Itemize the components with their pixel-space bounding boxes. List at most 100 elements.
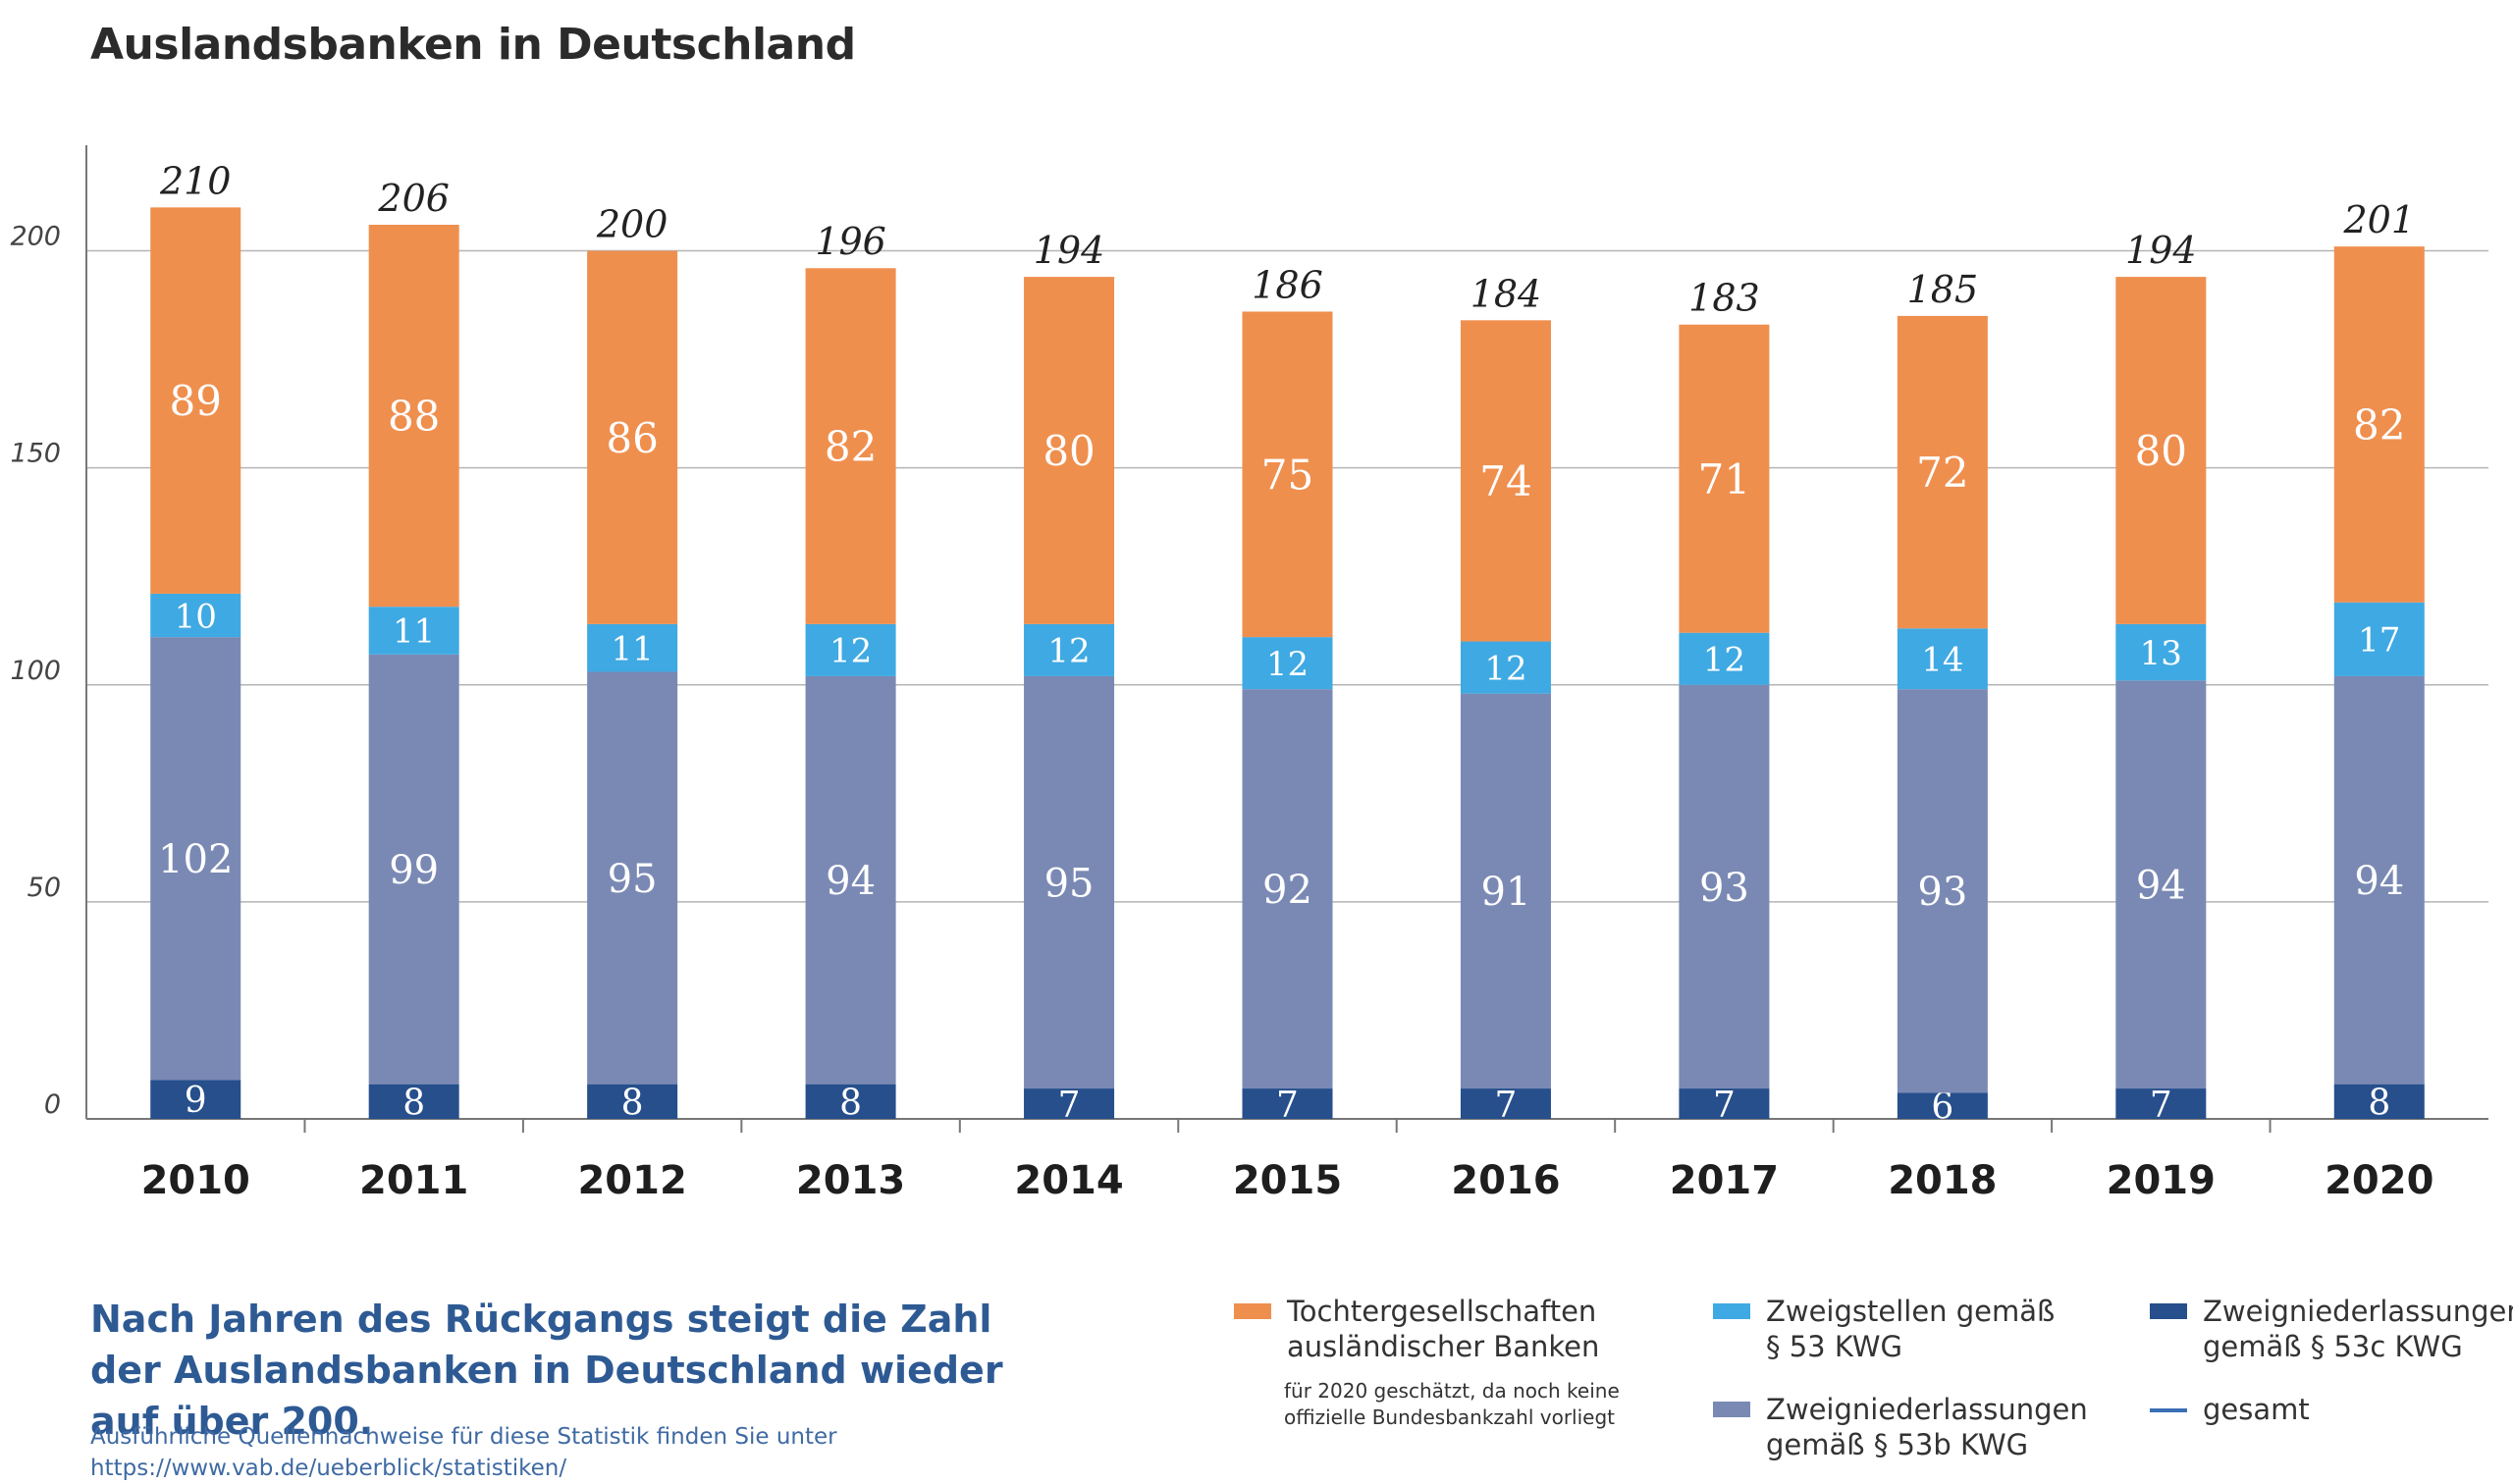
legend-item-zweignl53b: Zweigniederlassungen gemäß § 53b KWG [1713, 1392, 2088, 1462]
data-label-zweigstellen53: 12 [829, 632, 872, 671]
bar-segment-zweigstellen53 [368, 607, 459, 655]
data-label-zweignl53c: 8 [621, 1083, 644, 1123]
y-tick-label: 200 [10, 222, 61, 252]
legend-item-gesamt: gesamt [2150, 1392, 2310, 1427]
legend-swatch-zweigstellen53 [1713, 1303, 1750, 1319]
bar-segment-tochter [2333, 246, 2425, 603]
bar-segment-zweignl53b [2333, 675, 2425, 1085]
bar-segment-zweignl53c [150, 1080, 241, 1119]
bar-segment-zweignl53c [1897, 1092, 1988, 1119]
legend-label-zweignl53c: Zweigniederlassungen gemäß § 53c KWG [2203, 1295, 2513, 1363]
bar-segment-zweigstellen53 [2115, 623, 2207, 681]
total-label: 201 [2343, 198, 2416, 241]
data-label-zweigstellen53: 13 [2140, 634, 2182, 673]
bar-segment-tochter [150, 207, 241, 594]
bar-segment-zweigstellen53 [1460, 641, 1551, 694]
bar-segment-zweignl53b [1679, 684, 1770, 1089]
legend-swatch-gesamt [2150, 1408, 2187, 1412]
data-label-zweigstellen53: 12 [1266, 645, 1309, 684]
bar-segment-tochter [2115, 277, 2207, 624]
x-tick-label: 2017 [1670, 1158, 1779, 1203]
data-label-zweignl53b: 102 [158, 837, 233, 882]
data-label-zweignl53c: 7 [1276, 1085, 1299, 1125]
bar-segment-zweigstellen53 [1024, 623, 1115, 676]
bar-segment-zweignl53b [368, 654, 459, 1085]
total-label: 194 [1034, 229, 1105, 272]
legend-label-zweignl53b: Zweigniederlassungen gemäß § 53b KWG [1766, 1393, 2088, 1461]
x-tick-label: 2019 [2107, 1158, 2216, 1203]
x-tick-label: 2015 [1233, 1158, 1342, 1203]
bar-segment-zweignl53c [368, 1084, 459, 1119]
total-label: 184 [1470, 272, 1542, 315]
bar-segment-zweigstellen53 [1897, 628, 1988, 690]
bar-segment-zweignl53c [2333, 1084, 2425, 1119]
legend-item-tochter: Tochtergesellschaften ausländischer Bank… [1234, 1294, 1599, 1364]
data-label-zweigstellen53: 12 [1703, 640, 1745, 679]
bar-segment-tochter [1024, 277, 1115, 624]
total-label: 210 [159, 159, 232, 202]
x-tick-label: 2016 [1451, 1158, 1560, 1203]
bar-segment-zweigstellen53 [1679, 632, 1770, 685]
data-label-tochter: 88 [388, 393, 440, 441]
bar-segment-zweignl53b [805, 675, 896, 1085]
bar-segment-tochter [368, 225, 459, 608]
y-tick-label: 50 [27, 873, 61, 903]
legend-label-zweigstellen53: Zweigstellen gemäß § 53 KWG [1766, 1295, 2056, 1363]
data-label-zweigstellen53: 11 [393, 612, 435, 652]
total-label: 194 [2125, 229, 2197, 272]
data-label-zweignl53b: 93 [1917, 870, 1967, 915]
bar-segment-zweignl53c [1460, 1088, 1551, 1119]
x-tick-label: 2011 [359, 1158, 468, 1203]
bar-segment-zweignl53c [1679, 1088, 1770, 1119]
data-label-zweigstellen53: 10 [175, 597, 217, 636]
data-label-tochter: 80 [2135, 427, 2187, 475]
bar-segment-zweignl53b [1242, 689, 1333, 1089]
x-tick-label: 2013 [796, 1158, 905, 1203]
data-label-zweignl53c: 7 [2150, 1085, 2172, 1125]
data-label-zweignl53b: 95 [608, 857, 658, 902]
bar-segment-zweignl53b [1460, 693, 1551, 1089]
data-label-zweignl53c: 7 [1495, 1085, 1518, 1125]
bar-segment-zweignl53c [1024, 1088, 1115, 1119]
bar-segment-zweignl53b [1024, 675, 1115, 1089]
data-label-zweignl53c: 8 [402, 1083, 425, 1123]
bar-segment-zweignl53b [1897, 689, 1988, 1093]
data-label-tochter: 71 [1698, 455, 1750, 504]
bar-segment-zweignl53b [150, 637, 241, 1081]
data-label-zweigstellen53: 12 [1484, 649, 1526, 688]
source-note: Ausführliche Quellennachweise für diese … [90, 1424, 837, 1481]
data-label-tochter: 72 [1916, 449, 1968, 497]
bar-segment-tochter [805, 268, 896, 624]
bar-segment-zweignl53b [587, 671, 678, 1085]
data-label-tochter: 82 [825, 423, 877, 471]
data-label-tochter: 86 [606, 414, 658, 462]
total-label: 206 [377, 177, 450, 220]
headline: Nach Jahren des Rückgangs steigt die Zah… [90, 1298, 1003, 1443]
data-label-zweigstellen53: 12 [1047, 632, 1090, 671]
legend-label-tochter: Tochtergesellschaften ausländischer Bank… [1287, 1295, 1600, 1363]
data-label-zweignl53b: 94 [2136, 864, 2186, 909]
y-tick-label: 150 [10, 439, 61, 469]
bar-segment-zweignl53b [2115, 680, 2207, 1089]
bar-segment-tochter [587, 250, 678, 624]
bar-segment-tochter [1460, 320, 1551, 642]
x-tick-label: 2012 [577, 1158, 686, 1203]
data-label-zweignl53b: 95 [1044, 861, 1095, 906]
legend-item-zweignl53c: Zweigniederlassungen gemäß § 53c KWG [2150, 1294, 2513, 1364]
chart-title: Auslandsbanken in Deutschland [90, 20, 856, 70]
legend-swatch-zweignl53c [2150, 1303, 2187, 1319]
data-label-zweignl53b: 93 [1699, 866, 1749, 911]
data-label-tochter: 89 [170, 377, 222, 425]
data-label-zweignl53c: 7 [1058, 1085, 1081, 1125]
data-label-zweignl53b: 92 [1262, 868, 1312, 913]
data-label-zweignl53c: 7 [1713, 1085, 1736, 1125]
estimate-note: für 2020 geschätzt, da noch keine offizi… [1284, 1379, 1620, 1429]
x-tick-label: 2018 [1888, 1158, 1997, 1203]
bar-segment-zweigstellen53 [805, 623, 896, 676]
legend-item-zweigstellen53: Zweigstellen gemäß § 53 KWG [1713, 1294, 2055, 1364]
y-tick-label: 0 [44, 1089, 61, 1120]
x-tick-label: 2020 [2325, 1158, 2433, 1203]
data-label-zweignl53c: 6 [1931, 1087, 1953, 1128]
x-tick-label: 2010 [141, 1158, 250, 1203]
bar-segment-zweigstellen53 [587, 623, 678, 672]
